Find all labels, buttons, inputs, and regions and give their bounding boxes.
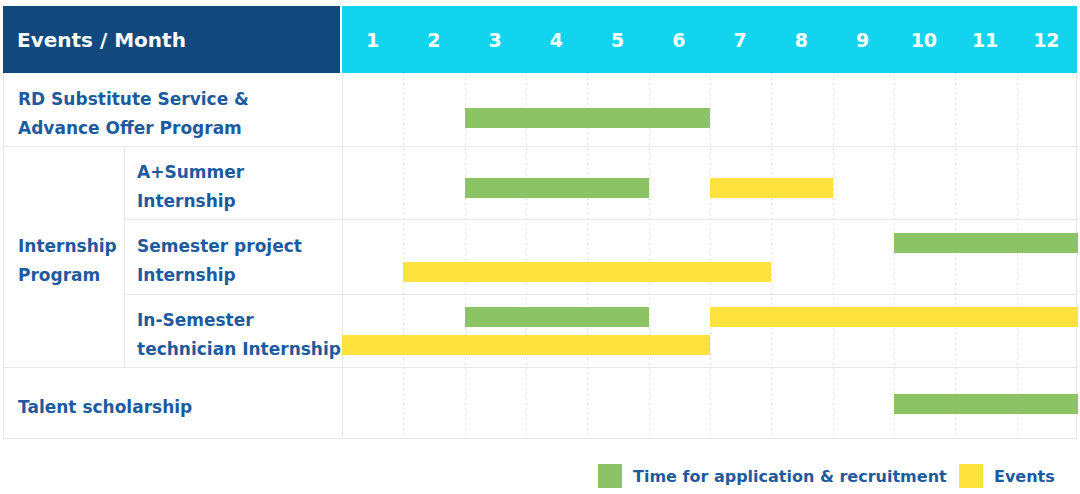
month-label: 10 <box>893 6 954 73</box>
month-label: 1 <box>342 6 403 73</box>
gantt-chart: Events / Month 123456789101112 RD Substi… <box>3 6 1077 439</box>
legend-swatch-green <box>598 464 622 488</box>
legend-item-events: Events <box>959 464 1055 488</box>
month-label: 11 <box>955 6 1016 73</box>
legend-item-application: Time for application & recruitment <box>598 464 947 488</box>
row-label-text: Semester project Internship <box>137 232 302 290</box>
group-label-text: Internship Program <box>18 232 117 290</box>
row-label-text: RD Substitute Service & Advance Offer Pr… <box>18 85 249 143</box>
month-label: 3 <box>465 6 526 73</box>
header-events-month-cell: Events / Month <box>3 6 340 73</box>
month-gridline <box>1017 73 1018 439</box>
gantt-bar-events <box>403 262 771 282</box>
gantt-bar-application <box>894 394 1078 414</box>
legend-swatch-yellow <box>959 464 983 488</box>
month-header-row: 123456789101112 <box>342 6 1077 73</box>
header-title: Events / Month <box>17 28 186 52</box>
month-gridline <box>894 73 895 439</box>
gantt-bar-events <box>710 307 1078 327</box>
month-label: 4 <box>526 6 587 73</box>
month-label: 7 <box>710 6 771 73</box>
row-label-text: A+Summer Internship <box>137 158 244 216</box>
row-label-text: In-Semester technician Internship <box>137 306 341 364</box>
month-gridline <box>771 73 772 439</box>
row-label-text: Talent scholarship <box>18 393 192 422</box>
gantt-bar-application <box>465 307 649 327</box>
month-label: 5 <box>587 6 648 73</box>
row-label-talent-scholarship: Talent scholarship <box>4 367 341 439</box>
gantt-bar-application <box>465 178 649 198</box>
group-label-internship-program: Internship Program <box>4 146 124 367</box>
month-gridline <box>710 73 711 439</box>
month-label: 9 <box>832 6 893 73</box>
month-label: 6 <box>648 6 709 73</box>
row-label-in-semester-technician-internship: In-Semester technician Internship <box>124 294 341 367</box>
label-chart-divider <box>342 73 343 439</box>
legend-label: Time for application & recruitment <box>633 467 947 486</box>
month-label: 8 <box>771 6 832 73</box>
month-gridline <box>955 73 956 439</box>
gantt-bar-application <box>465 108 710 128</box>
legend-label: Events <box>994 467 1055 486</box>
row-label-semester-project-internship: Semester project Internship <box>124 219 341 294</box>
gantt-bar-events <box>710 178 833 198</box>
month-label: 12 <box>1016 6 1077 73</box>
row-label-a-summer-internship: A+Summer Internship <box>124 146 341 219</box>
gantt-bar-events <box>342 335 710 355</box>
month-gridline <box>833 73 834 439</box>
row-label-rd-substitute-service: RD Substitute Service & Advance Offer Pr… <box>4 73 341 146</box>
month-gridline <box>403 73 404 439</box>
gantt-bar-application <box>894 233 1078 253</box>
gantt-table-body: RD Substitute Service & Advance Offer Pr… <box>3 73 1077 439</box>
month-label: 2 <box>403 6 464 73</box>
